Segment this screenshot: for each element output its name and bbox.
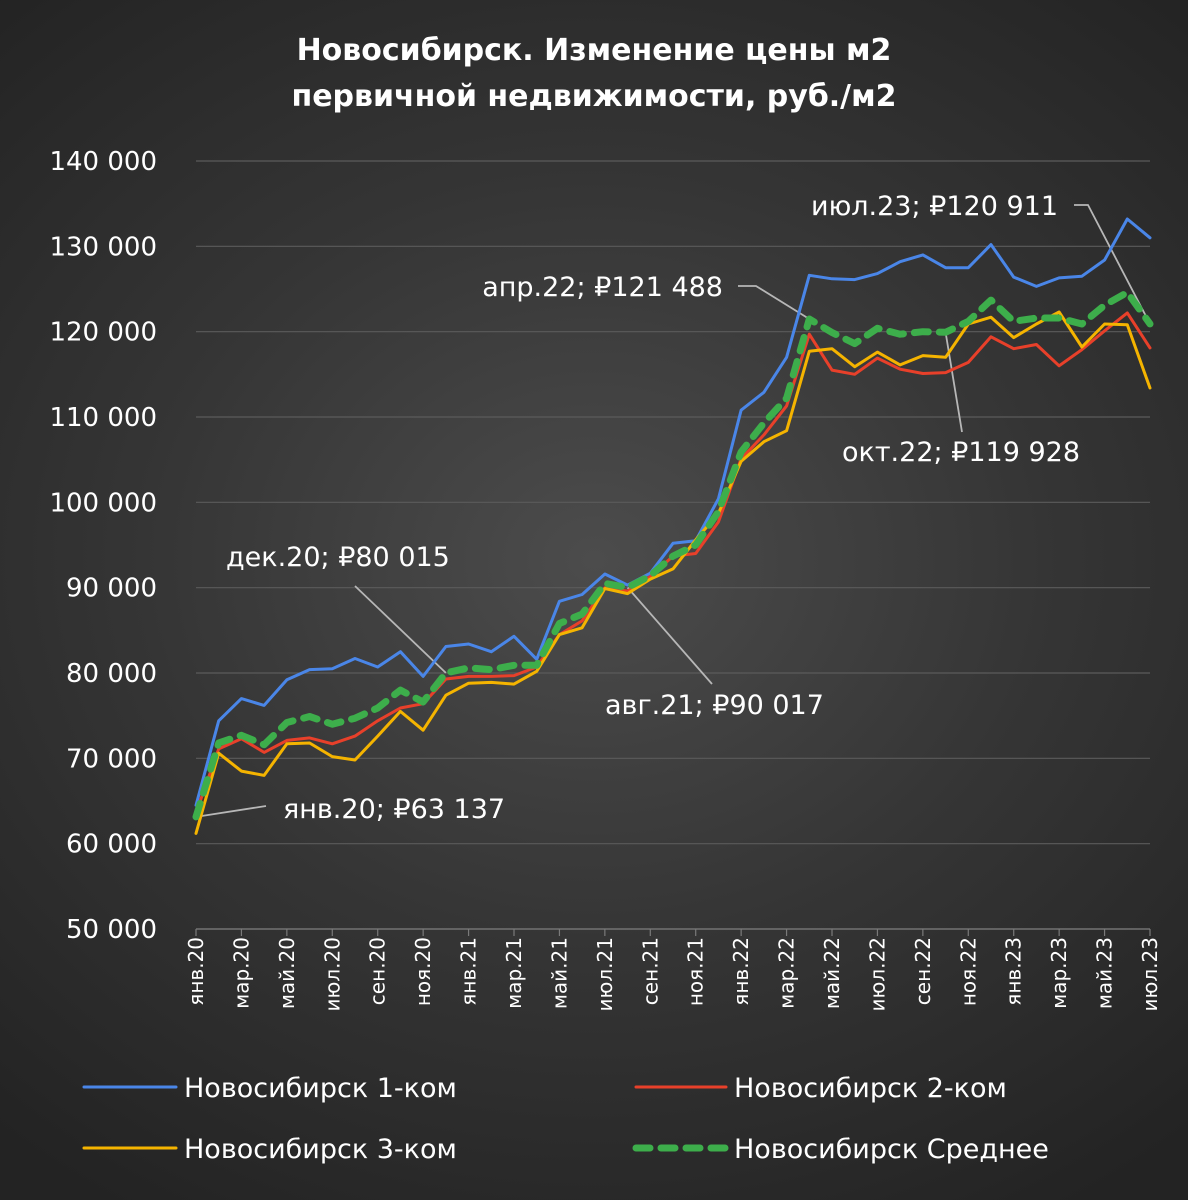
x-tick-label: мар.20 xyxy=(229,937,253,1009)
x-tick-label: мар.21 xyxy=(502,937,526,1009)
series-line-1 xyxy=(194,217,1152,807)
x-tick-label: мар.23 xyxy=(1047,937,1071,1009)
y-tick-label: 120 000 xyxy=(49,318,157,348)
annotation-leader-lines xyxy=(195,204,1151,818)
y-tick-label: 90 000 xyxy=(66,574,157,604)
x-tick-label: ноя.20 xyxy=(411,937,435,1006)
y-axis: 50 000 60 000 70 000 80 000 90 000 100 000 110… xyxy=(49,147,157,945)
chart-title-line-2: первичной недвижимости, руб./м2 xyxy=(291,79,896,114)
y-tick-label: 60 000 xyxy=(66,830,157,860)
x-tick-label: июл.20 xyxy=(320,937,344,1011)
y-tick-label: 50 000 xyxy=(66,915,157,945)
x-tick-label: май.21 xyxy=(547,937,571,1009)
annotation-label: апр.22; ₽121 488 xyxy=(482,272,723,303)
legend-label-4: Новосибирск Среднее xyxy=(734,1134,1049,1165)
x-tick-label: сен.22 xyxy=(911,937,935,1005)
annotation-label: окт.22; ₽119 928 xyxy=(842,437,1080,468)
x-tick-label: янв.20 xyxy=(184,937,208,1006)
x-tick-label: июл.21 xyxy=(593,937,617,1011)
x-tick-label: сен.20 xyxy=(366,937,390,1005)
x-tick-label: ноя.22 xyxy=(956,937,980,1006)
annotation-leader-line xyxy=(1074,204,1151,325)
series-lines xyxy=(192,217,1154,835)
x-tick-label: май.22 xyxy=(820,937,844,1009)
legend-label-3: Новосибирск 3-ком xyxy=(184,1134,457,1165)
annotation-leader-line xyxy=(195,805,267,818)
annotation-leader-line xyxy=(626,586,713,685)
x-tick-label: май.20 xyxy=(275,937,299,1009)
x-tick-label: янв.22 xyxy=(729,937,753,1006)
series-line-3 xyxy=(194,310,1152,835)
y-tick-label: 70 000 xyxy=(66,744,157,774)
annotation-labels: янв.20; ₽63 137 дек.20; ₽80 015 авг.21; ₽9… xyxy=(226,191,1080,825)
annotation-label: июл.23; ₽120 911 xyxy=(811,191,1058,222)
annotation-leader-line xyxy=(944,332,963,433)
annotation-leader-line xyxy=(354,585,447,674)
x-tick-label: июл.22 xyxy=(865,937,889,1011)
y-tick-label: 130 000 xyxy=(49,232,157,262)
annotation-label: авг.21; ₽90 017 xyxy=(605,690,824,721)
annotation-leader-line xyxy=(738,285,810,320)
annotation-label: дек.20; ₽80 015 xyxy=(226,542,450,573)
x-tick-label: янв.23 xyxy=(1002,937,1026,1006)
y-tick-label: 80 000 xyxy=(66,659,157,689)
x-tick-label: июл.23 xyxy=(1138,937,1162,1011)
legend-label-1: Новосибирск 1-ком xyxy=(184,1073,457,1104)
x-tick-label: сен.21 xyxy=(638,937,662,1005)
y-tick-label: 110 000 xyxy=(49,403,157,433)
chart-title: Новосибирск. Изменение цены м2 первичной… xyxy=(291,33,896,114)
x-axis: янв.20 мар.20 май.20 июл.20 сен.20 ноя.20 янв.… xyxy=(184,928,1162,1011)
x-tick-label: янв.21 xyxy=(457,937,481,1006)
y-tick-label: 100 000 xyxy=(49,488,157,518)
legend: Новосибирск 1-ком Новосибирск 2-ком Новоси… xyxy=(82,1073,1049,1165)
x-tick-label: май.23 xyxy=(1093,937,1117,1009)
legend-label-2: Новосибирск 2-ком xyxy=(734,1073,1007,1104)
x-tick-label: ноя.21 xyxy=(684,937,708,1006)
x-tick-label: мар.22 xyxy=(775,937,799,1009)
chart-title-line-1: Новосибирск. Изменение цены м2 xyxy=(297,33,892,68)
y-tick-label: 140 000 xyxy=(49,147,157,177)
series-line-4 xyxy=(192,288,1154,821)
annotation-label: янв.20; ₽63 137 xyxy=(283,794,505,825)
